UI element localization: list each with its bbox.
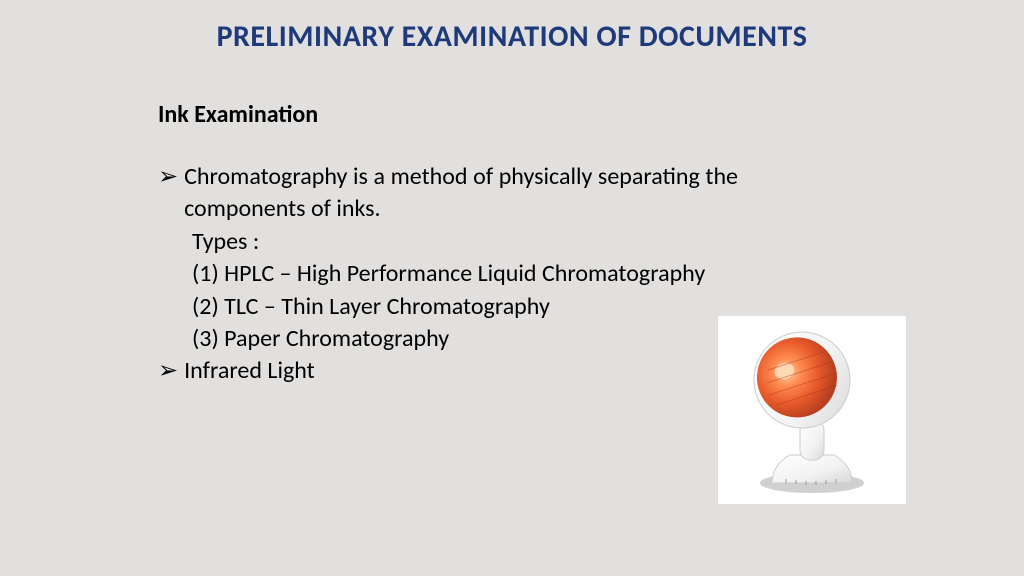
type-item-1: (1) HPLC – High Performance Liquid Chrom… [158, 258, 738, 290]
bullet-text-1: Chromatography is a method of physically… [184, 161, 738, 226]
bullet-icon: ➢ [158, 355, 178, 387]
infrared-lamp-image [718, 316, 906, 504]
bullet-item-2: ➢ Infrared Light [158, 355, 738, 387]
body-text: ➢ Chromatography is a method of physical… [158, 161, 738, 388]
bullet-icon: ➢ [158, 161, 178, 226]
lamp-icon [732, 325, 892, 495]
subheading: Ink Examination [158, 100, 738, 129]
type-item-2: (2) TLC – Thin Layer Chromatography [158, 291, 738, 323]
slide-title: PRELIMINARY EXAMINATION OF DOCUMENTS [0, 0, 1024, 55]
types-label: Types : [158, 226, 738, 258]
content-block: Ink Examination ➢ Chromatography is a me… [158, 100, 738, 388]
type-item-3: (3) Paper Chromatography [158, 323, 738, 355]
bullet-text-2: Infrared Light [184, 355, 315, 387]
bullet-item-1: ➢ Chromatography is a method of physical… [158, 161, 738, 226]
